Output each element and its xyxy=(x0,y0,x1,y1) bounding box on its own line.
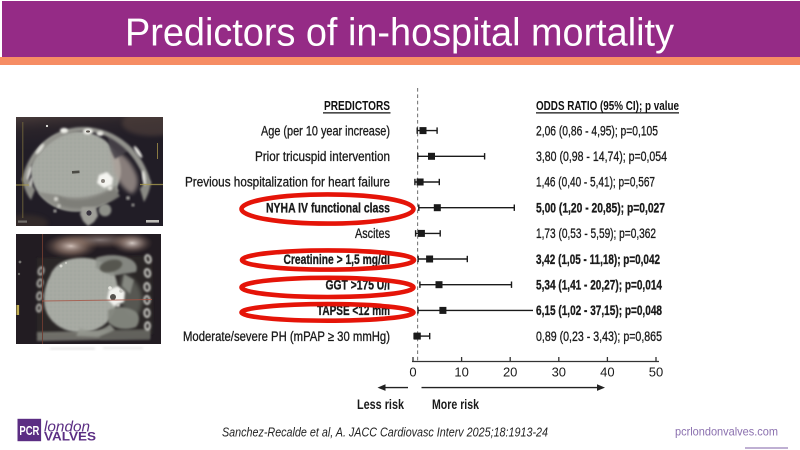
svg-text:50: 50 xyxy=(649,365,663,380)
svg-text:Creatinine > 1,5 mg/dl: Creatinine > 1,5 mg/dl xyxy=(284,252,391,267)
svg-text:Predictors of in-hospital mort: Predictors of in-hospital mortality xyxy=(125,12,675,55)
svg-text:pcrlondonvalves.com: pcrlondonvalves.com xyxy=(675,425,778,439)
svg-text:Previous hospitalization for h: Previous hospitalization for heart failu… xyxy=(185,175,390,190)
svg-text:3,42 (1,05 - 11,18); p=0,042: 3,42 (1,05 - 11,18); p=0,042 xyxy=(536,252,660,267)
svg-text:PREDICTORS: PREDICTORS xyxy=(324,98,390,113)
svg-text:ODDS RATIO (95% CI); p value: ODDS RATIO (95% CI); p value xyxy=(536,98,679,113)
svg-text:Less risk: Less risk xyxy=(357,397,404,412)
svg-text:10: 10 xyxy=(454,365,468,380)
svg-text:6,15 (1,02 - 37,15); p=0,048: 6,15 (1,02 - 37,15); p=0,048 xyxy=(536,303,662,318)
svg-text:5,34 (1,41 - 20,27); p=0,014: 5,34 (1,41 - 20,27); p=0,014 xyxy=(536,278,662,293)
svg-text:2,06 (0,86 - 4,95); p=0,105: 2,06 (0,86 - 4,95); p=0,105 xyxy=(536,123,658,138)
svg-text:Moderate/severe PH (mPAP ≥ 30: Moderate/severe PH (mPAP ≥ 30 mmHg) xyxy=(183,329,390,344)
svg-text:Ascites: Ascites xyxy=(355,226,390,241)
svg-text:20: 20 xyxy=(503,365,517,380)
svg-text:Sanchez-Recalde et al, A. JACC: Sanchez-Recalde et al, A. JACC Cardiovas… xyxy=(222,426,548,440)
svg-text:VALVES: VALVES xyxy=(44,430,96,444)
svg-text:0: 0 xyxy=(409,365,416,380)
svg-text:30: 30 xyxy=(552,365,566,380)
svg-text:5,00 (1,20 - 20,85); p=0,027: 5,00 (1,20 - 20,85); p=0,027 xyxy=(536,200,665,215)
svg-text:More risk: More risk xyxy=(432,397,479,412)
svg-text:40: 40 xyxy=(600,365,614,380)
svg-text:london: london xyxy=(44,419,90,436)
svg-text:3,80 (0,98 - 14,74); p=0,054: 3,80 (0,98 - 14,74); p=0,054 xyxy=(536,149,667,164)
svg-text:Prior tricuspid intervention: Prior tricuspid intervention xyxy=(255,149,390,164)
svg-text:1,46 (0,40 - 5,41); p=0,567: 1,46 (0,40 - 5,41); p=0,567 xyxy=(536,175,655,190)
svg-text:NYHA IV functional class: NYHA IV functional class xyxy=(266,200,390,215)
svg-text:Age (per 10 year increase): Age (per 10 year increase) xyxy=(261,123,390,138)
svg-text:1,73 (0,53 - 5,59); p=0,362: 1,73 (0,53 - 5,59); p=0,362 xyxy=(536,226,656,241)
svg-text:PCR: PCR xyxy=(19,424,39,438)
svg-text:0,89 (0,23 - 3,43); p=0,865: 0,89 (0,23 - 3,43); p=0,865 xyxy=(536,329,662,344)
